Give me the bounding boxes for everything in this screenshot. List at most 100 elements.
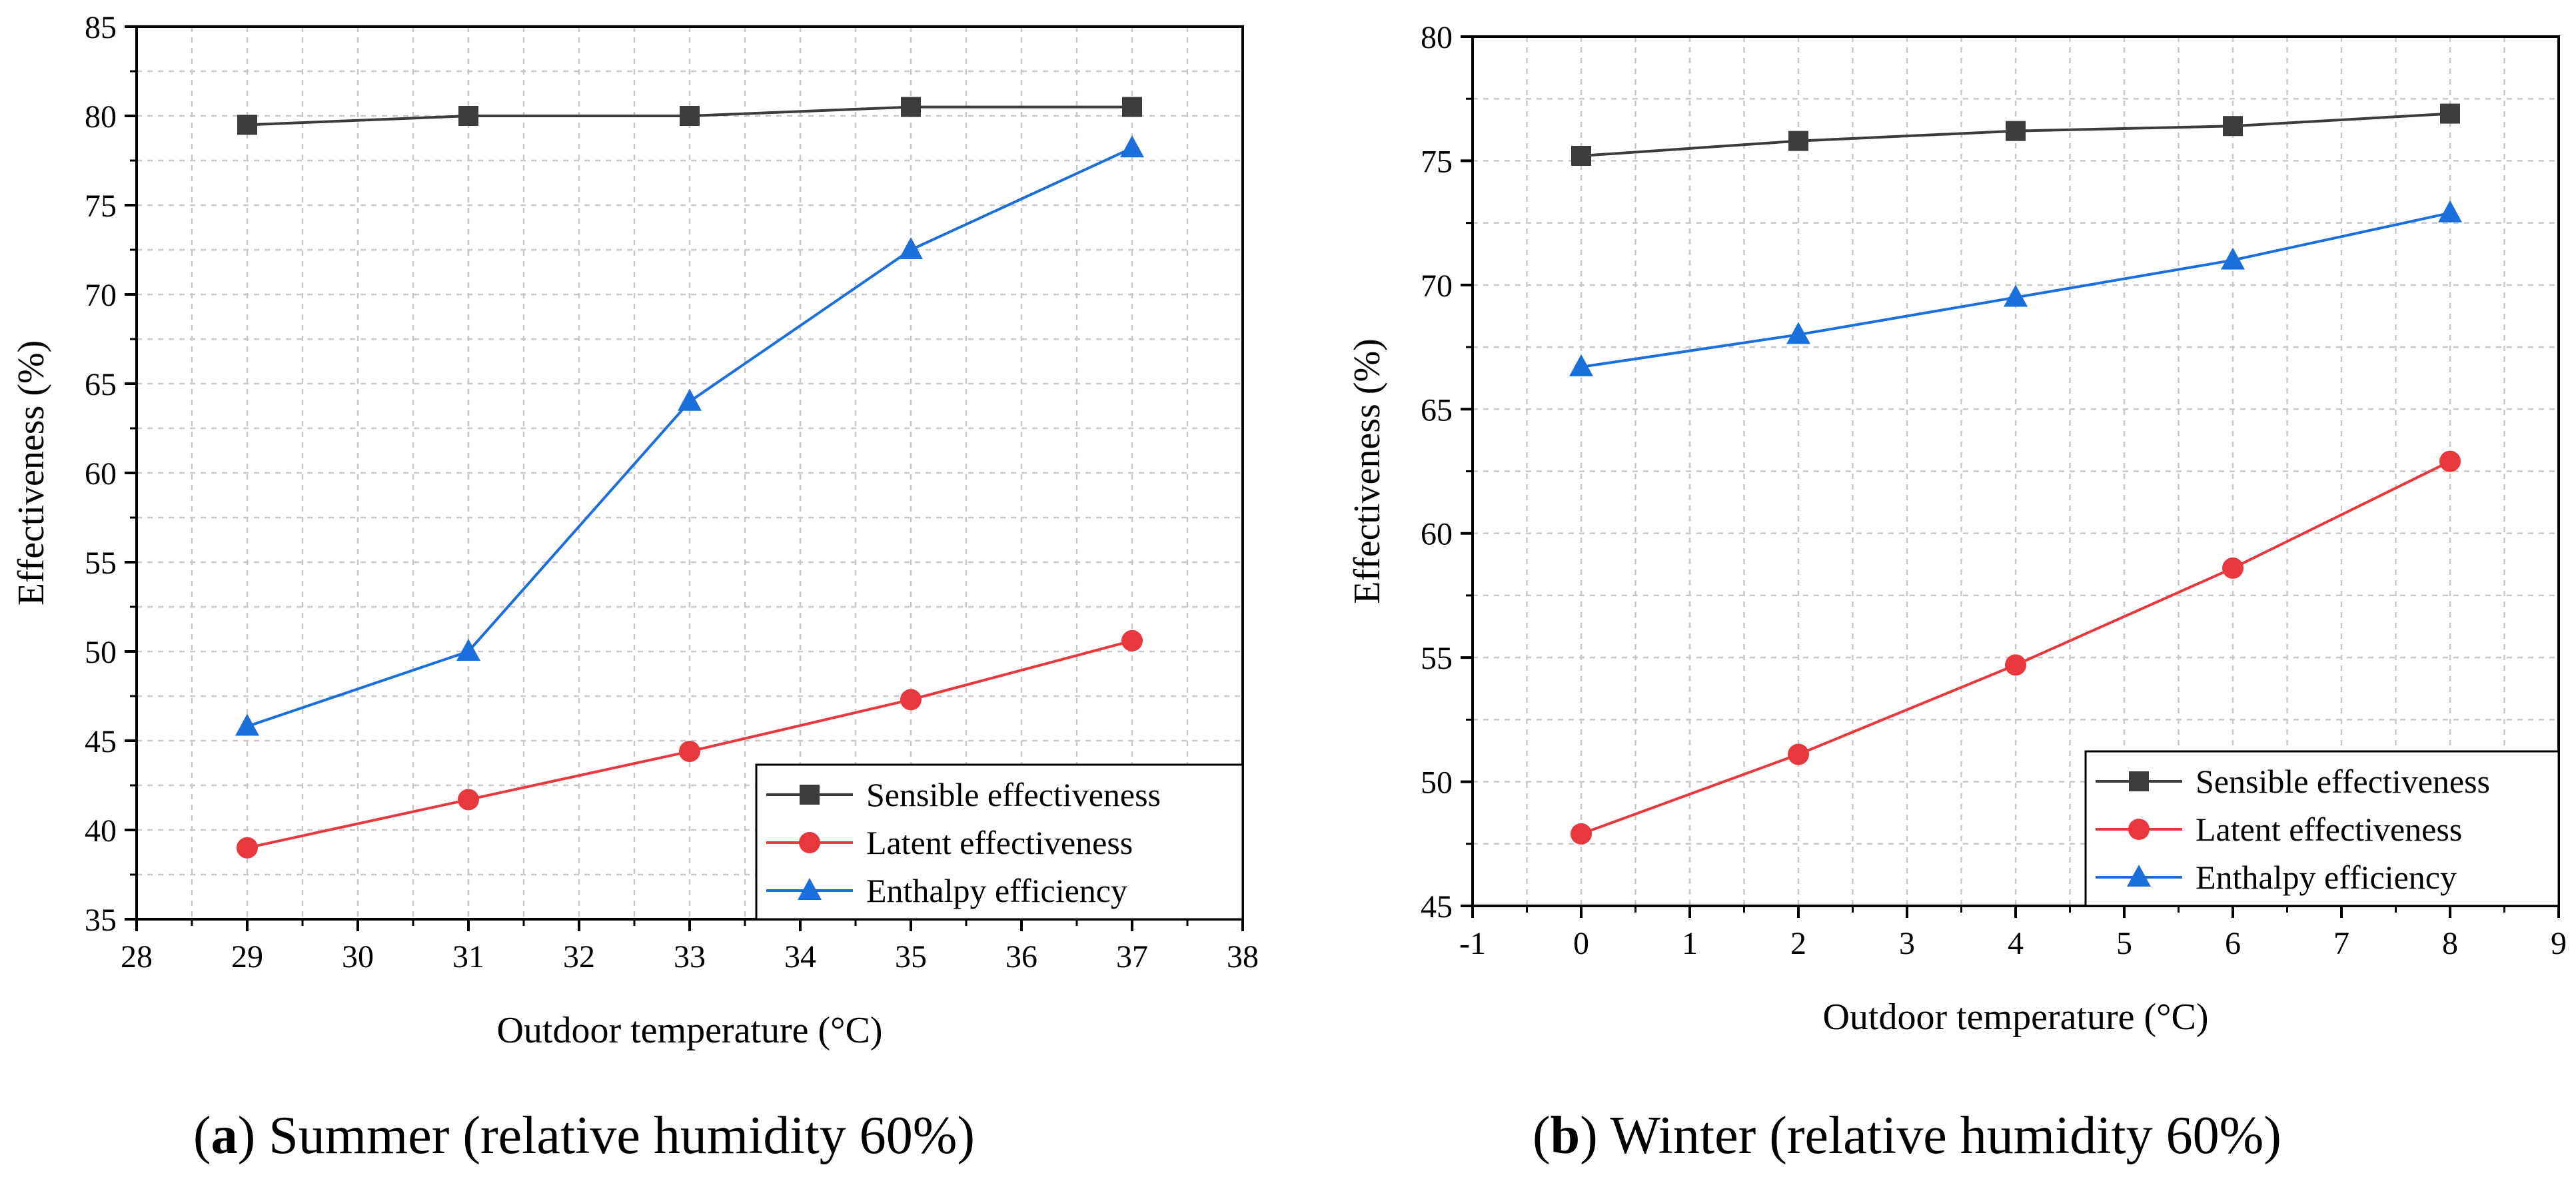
x-tick-label: 28 [121,939,153,975]
x-axis-label: Outdoor temperature (°C) [496,1010,882,1051]
data-point-sensible-effectiveness [1571,145,1591,166]
x-tick-label: 36 [1005,939,1037,975]
x-axis-label: Outdoor temperature (°C) [1822,996,2208,1038]
x-tick-label: 29 [231,939,263,975]
panel-label-a: a [211,1106,238,1165]
x-tick-label: 30 [342,939,374,975]
data-point-latent-effectiveness [900,689,922,711]
y-tick-label: 65 [1421,392,1453,428]
data-point-latent-effectiveness [2222,557,2244,579]
y-tick-label: 70 [85,278,117,313]
legend-marker-sensible-effectiveness [2129,771,2149,791]
legend-label-sensible-effectiveness: Sensible effectiveness [2196,763,2490,800]
y-tick-label: 45 [1421,889,1453,925]
y-tick-label: 55 [85,546,117,581]
y-tick-label: 70 [1421,268,1453,304]
data-point-latent-effectiveness [1788,743,1809,765]
x-tick-label: 32 [563,939,595,975]
series-latent-effectiveness [1571,450,2461,845]
data-point-sensible-effectiveness [458,106,478,126]
y-tick-label: 45 [85,724,117,759]
legend: Sensible effectiveness Latent effectivene… [2084,750,2560,907]
data-point-enthalpy-efficiency [235,713,259,736]
data-point-latent-effectiveness [458,789,479,811]
data-point-latent-effectiveness [1121,629,1143,651]
y-tick-label: 35 [85,903,117,938]
y-axis-label: Effectiveness (%) [1347,338,1388,604]
legend-marker-enthalpy-efficiency [2127,865,2151,887]
series-enthalpy-efficiency [235,135,1144,736]
legend-label-enthalpy-efficiency: Enthalpy efficiency [866,872,1127,909]
legend-marker-enthalpy-efficiency [798,878,822,900]
series-latent-effectiveness [237,629,1143,859]
x-tick-label: 1 [1682,926,1698,961]
data-point-latent-effectiveness [237,837,258,859]
x-tick-label: 37 [1116,939,1148,975]
series-sensible-effectiveness [237,97,1142,135]
series-enthalpy-efficiency [1569,200,2462,376]
y-tick-label: 75 [85,189,117,224]
x-tick-label: 9 [2551,926,2567,961]
data-point-sensible-effectiveness [2006,121,2026,141]
data-point-enthalpy-efficiency [456,639,480,661]
x-tick-label: 4 [2008,926,2024,961]
x-tick-label: 3 [1899,926,1915,961]
data-point-sensible-effectiveness [680,106,700,126]
x-tick-label: 35 [895,939,927,975]
y-tick-label: 75 [1421,144,1453,179]
panel-label-b: b [1550,1106,1581,1165]
y-tick-label: 60 [1421,517,1453,552]
legend-label-latent-effectiveness: Latent effectiveness [866,824,1133,861]
x-tick-label: 7 [2333,926,2349,961]
legend-label-enthalpy-efficiency: Enthalpy efficiency [2196,859,2457,896]
x-tick-label: 5 [2116,926,2132,961]
y-tick-label: 60 [85,456,117,492]
y-tick-label: 85 [85,10,117,45]
x-tick-label: 31 [452,939,484,975]
series-sensible-effectiveness [1571,103,2460,166]
x-tick-label: 2 [1790,926,1806,961]
y-axis-label: Effectiveness (%) [11,340,52,606]
data-point-latent-effectiveness [2439,450,2461,472]
x-tick-label: -1 [1459,926,1486,961]
data-point-enthalpy-efficiency [899,237,923,259]
caption-summer: (a) Summer (relative humidity 60%) [193,1106,975,1165]
data-point-sensible-effectiveness [901,97,921,117]
y-tick-label: 50 [85,635,117,670]
data-point-latent-effectiveness [2005,654,2026,676]
data-point-enthalpy-efficiency [2004,284,2028,307]
data-point-enthalpy-efficiency [1569,354,1593,376]
x-tick-label: 8 [2442,926,2458,961]
data-point-enthalpy-efficiency [2438,200,2462,222]
grid [137,27,1243,919]
data-point-enthalpy-efficiency [2221,247,2245,270]
x-tick-label: 38 [1227,939,1259,975]
legend-label-latent-effectiveness: Latent effectiveness [2196,811,2462,848]
legend-label-sensible-effectiveness: Sensible effectiveness [866,776,1161,813]
legend-marker-latent-effectiveness [2128,819,2150,840]
legend: Sensible effectiveness Latent effectivene… [755,763,1244,921]
data-point-enthalpy-efficiency [1786,322,1810,344]
data-point-enthalpy-efficiency [1120,135,1144,158]
caption-winter: (b) Winter (relative humidity 60%) [1533,1106,2281,1165]
y-tick-label: 40 [85,813,117,849]
legend-marker-latent-effectiveness [799,832,820,853]
data-point-sensible-effectiveness [237,115,257,135]
y-tick-label: 80 [85,99,117,135]
x-tick-label: 0 [1573,926,1589,961]
y-tick-label: 80 [1421,20,1453,55]
data-point-sensible-effectiveness [1788,131,1808,151]
x-tick-label: 6 [2225,926,2241,961]
caption-summer-text: Summer (relative humidity 60%) [269,1106,975,1165]
data-point-sensible-effectiveness [1122,97,1142,117]
data-point-enthalpy-efficiency [678,388,702,411]
data-point-sensible-effectiveness [2440,103,2460,124]
x-tick-label: 33 [674,939,706,975]
data-point-latent-effectiveness [1571,823,1592,845]
legend-marker-sensible-effectiveness [800,785,820,805]
y-tick-label: 55 [1421,641,1453,676]
data-point-sensible-effectiveness [2223,116,2243,137]
x-tick-label: 34 [784,939,816,975]
